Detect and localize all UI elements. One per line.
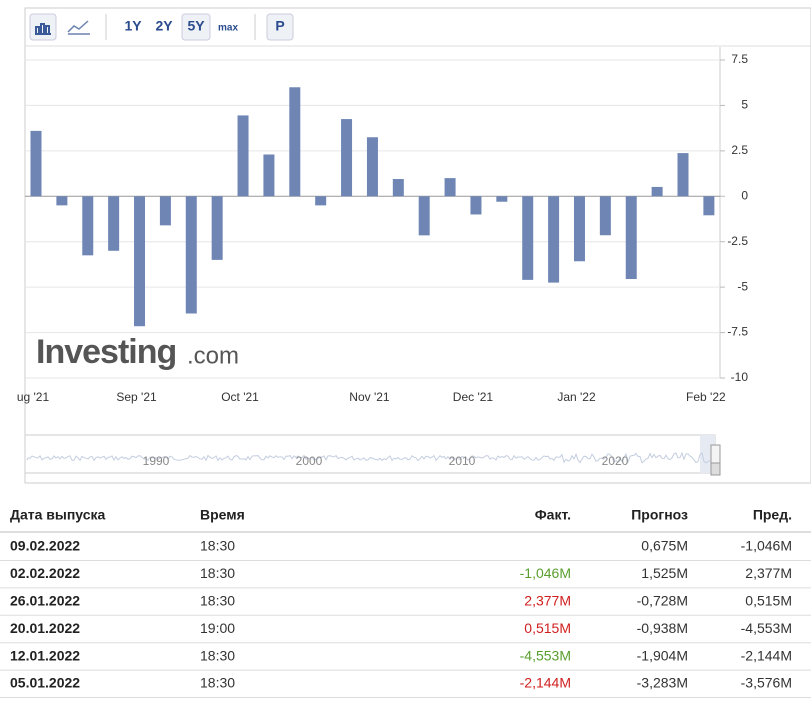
x-tick-label: Dec '21	[453, 390, 494, 404]
y-tick-label: 5	[741, 98, 748, 112]
table-cell: -3,283M	[637, 675, 688, 691]
table-cell: -2,144M	[741, 647, 792, 663]
table-header: Дата выпуска	[10, 507, 106, 523]
row-date: 26.01.2022	[10, 593, 80, 609]
table-header: Пред.	[753, 507, 792, 523]
bar	[522, 196, 534, 280]
table-cell: 2,377M	[745, 565, 792, 581]
bar	[30, 130, 42, 197]
bar	[108, 196, 120, 251]
table-cell: 2,377M	[524, 593, 571, 609]
bar	[134, 196, 146, 327]
table-cell: -4,553M	[520, 647, 571, 663]
row-date: 20.01.2022	[10, 620, 80, 636]
y-tick-label: 0	[741, 188, 748, 202]
active-range	[181, 13, 211, 41]
bar	[625, 196, 637, 280]
p-button[interactable]	[266, 13, 294, 41]
table-cell: 0,515M	[745, 593, 792, 609]
table-cell: -3,576M	[741, 675, 792, 691]
bar	[56, 196, 68, 206]
y-tick-label: -10	[731, 370, 749, 384]
table-cell: 18:30	[200, 538, 235, 554]
navigator-label: 2010	[449, 454, 476, 468]
bar	[444, 178, 456, 197]
table-cell: -1,904M	[637, 647, 688, 663]
line-chart-button[interactable]	[67, 20, 90, 35]
bar	[211, 196, 223, 260]
bar	[599, 196, 611, 236]
table-cell: -1,046M	[741, 538, 792, 554]
table-header: Факт.	[535, 507, 571, 523]
table-cell: 0,675M	[641, 538, 688, 554]
bar	[651, 186, 663, 197]
bar	[341, 119, 353, 197]
navigator-scroll[interactable]	[710, 462, 721, 476]
table-cell: 1,525M	[641, 565, 688, 581]
bar	[185, 196, 197, 314]
bar	[289, 87, 301, 197]
bar	[470, 196, 482, 215]
table-cell: 18:30	[200, 565, 235, 581]
row-date: 05.01.2022	[10, 675, 80, 691]
y-tick-label: 2.5	[731, 143, 748, 157]
bar	[315, 196, 327, 206]
table-cell: -4,553M	[741, 620, 792, 636]
table-cell: 18:30	[200, 675, 235, 691]
navigator-label: 2000	[296, 454, 323, 468]
x-tick-label: Oct '21	[221, 390, 259, 404]
row-date: 02.02.2022	[10, 565, 80, 581]
table-cell: -2,144M	[520, 675, 571, 691]
table-cell: 18:30	[200, 593, 235, 609]
bar	[496, 196, 508, 202]
range-button[interactable]: max	[218, 23, 238, 34]
table-cell: -1,046M	[520, 565, 571, 581]
x-tick-label: Nov '21	[349, 390, 390, 404]
bar	[703, 196, 715, 216]
bar	[418, 196, 430, 236]
bar	[392, 179, 404, 197]
bar	[677, 153, 689, 197]
table-cell: 18:30	[200, 647, 235, 663]
y-tick-label: -5	[737, 279, 748, 293]
x-tick-label: Feb '22	[686, 390, 726, 404]
bar-icon	[35, 23, 51, 35]
x-tick-label: Jan '22	[557, 390, 596, 404]
bar	[82, 196, 94, 256]
y-tick-label: -2.5	[727, 234, 748, 248]
range-button[interactable]: 1Y	[124, 18, 142, 34]
navigator-label: 1990	[143, 454, 170, 468]
watermark-suffix: .com	[187, 342, 239, 369]
chart-frame	[24, 7, 811, 484]
table-header: Прогноз	[631, 507, 688, 523]
row-date: 09.02.2022	[10, 538, 80, 554]
navigator-label: 2020	[602, 454, 629, 468]
bar	[263, 154, 275, 197]
table-header: Время	[200, 507, 245, 523]
table-cell: -0,728M	[637, 593, 688, 609]
bar	[237, 115, 249, 197]
bar	[366, 137, 378, 197]
bar	[573, 196, 585, 262]
row-date: 12.01.2022	[10, 647, 80, 663]
range-button[interactable]: 5Y	[187, 18, 205, 34]
y-tick-label: -7.5	[727, 325, 748, 339]
watermark: Investing	[36, 333, 176, 371]
bar	[548, 196, 560, 283]
table-cell: 0,515M	[524, 620, 571, 636]
x-tick-label: ug '21	[17, 390, 50, 404]
table-cell: 19:00	[200, 620, 235, 636]
navigator[interactable]	[24, 434, 716, 474]
x-tick-label: Sep '21	[116, 390, 157, 404]
p-label: P	[275, 18, 284, 34]
range-button[interactable]: 2Y	[155, 18, 173, 34]
table-cell: -0,938M	[637, 620, 688, 636]
y-tick-label: 7.5	[731, 52, 748, 66]
bar	[159, 196, 171, 226]
navigator-line	[26, 451, 711, 464]
